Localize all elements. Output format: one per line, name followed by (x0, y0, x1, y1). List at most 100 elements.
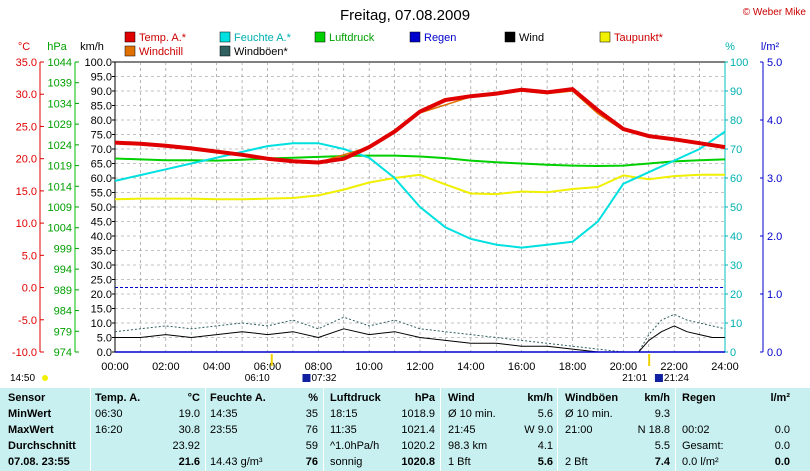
table-header-label: Windböen (565, 392, 619, 404)
table-header-label: Temp. A. (95, 392, 141, 404)
x-tick-label: 04:00 (203, 361, 231, 373)
wind-tick-label: 95.0 (91, 72, 112, 84)
table-cell-sub: 00:02 (682, 424, 710, 436)
legend-label-dewpoint: Taupunkt* (614, 32, 664, 44)
sun-marks: 06:10 07:32 21:01 21:24 14:50 (10, 354, 689, 384)
series-line-temp (114, 87, 726, 165)
table-cell-sub: 18:15 (330, 408, 358, 420)
table-separator (205, 388, 206, 471)
table-header-unit: °C (187, 392, 200, 404)
table-cell-sub: Ø 10 min. (448, 408, 496, 420)
dawn-label: 07:32 (311, 373, 336, 384)
pressure-tick-label: 1029 (48, 119, 72, 131)
table-header-label: Sensor (8, 392, 46, 404)
table-cell-value: 19.0 (178, 408, 200, 420)
table-cell-value: 1020.8 (401, 456, 435, 468)
temp-tick-label: 10.0 (16, 218, 37, 230)
wind-tick-label: 0.0 (97, 347, 112, 359)
wind-tick-label: 80.0 (91, 115, 112, 127)
legend-label-gust: Windböen* (234, 46, 289, 58)
table-cell-sub: 21:45 (448, 424, 476, 436)
table-row-label: MaxWert (8, 424, 54, 436)
table-cell-value: 59 (305, 440, 318, 452)
dusk-marker (654, 374, 663, 382)
table-cell-sub: 98.3 km (448, 440, 488, 452)
table-header-unit: % (308, 392, 318, 404)
table-header-unit: km/h (644, 392, 670, 404)
table-cell-sub: 21:00 (565, 424, 593, 436)
temp-tick-label: 25.0 (16, 121, 37, 133)
table-cell-value: W 9.0 (524, 424, 553, 436)
chart-axes: °C hPa km/h% l/m² 35.0 30.0 25.0 20.0 15.0 10.0 5.… (12, 41, 782, 373)
table-cell-value: 30.8 (178, 424, 200, 436)
table-header-label: Luftdruck (330, 392, 381, 404)
plot-area (114, 87, 726, 353)
legend-label-wind: Wind (519, 32, 544, 44)
table-separator (90, 388, 91, 471)
table-cell-value: 0.0 (774, 424, 790, 436)
legend-swatch-humidity (219, 31, 231, 43)
legend-swatch-temp (124, 31, 136, 43)
legend-label-temp: Temp. A.* (139, 32, 187, 44)
temp-tick-label: 0.0 (22, 283, 37, 295)
table-cell-value: 1018.9 (401, 408, 435, 420)
table-cell-value: 76 (305, 424, 318, 436)
temp-tick-label: 30.0 (16, 89, 37, 101)
rain-tick-label: 1.0 (767, 289, 782, 301)
table-cell-value: 76 (305, 456, 318, 468)
humidity-tick-label: 80 (730, 115, 742, 127)
table-cell-value: 1021.4 (401, 424, 435, 436)
table-row-label: Durchschnitt (8, 440, 76, 452)
table-cell-sub: Gesamt: (682, 440, 724, 452)
current-time-label: 14:50 (10, 373, 35, 384)
x-tick-label: 20:00 (610, 361, 638, 373)
temp-tick-label: 35.0 (16, 57, 37, 69)
wind-tick-label: 60.0 (91, 173, 112, 185)
humidity-tick-label: 70 (730, 144, 742, 156)
temp-tick-label: 15.0 (16, 186, 37, 198)
table-header-label: Wind (448, 392, 475, 404)
wind-tick-label: 55.0 (91, 188, 112, 200)
legend-label-rain: Regen (424, 32, 456, 44)
table-cell-value: 5.5 (654, 440, 670, 452)
table-header-unit: hPa (414, 392, 435, 404)
rain-tick-label: 2.0 (767, 231, 782, 243)
wind-tick-label: 10.0 (91, 318, 112, 330)
temp-tick-label: -10.0 (12, 347, 37, 359)
table-cell-value: 9.3 (654, 408, 670, 420)
pressure-tick-label: 984 (54, 306, 72, 318)
wind-tick-label: 100.0 (84, 57, 112, 69)
humidity-tick-label: 90 (730, 86, 742, 98)
pressure-tick-label: 1044 (48, 57, 72, 69)
rain-unit-label: l/m² (761, 41, 780, 53)
x-tick-label: 08:00 (305, 361, 333, 373)
pressure-tick-label: 1024 (48, 140, 72, 152)
humidity-tick-label: 100 (730, 57, 748, 69)
table-cell-sub: 23:55 (210, 424, 238, 436)
series-line-humidity (114, 130, 726, 249)
dawn-marker (302, 374, 311, 382)
pressure-tick-label: 994 (54, 264, 72, 276)
credit-text: © Weber Mike (743, 7, 807, 18)
wind-tick-label: 65.0 (91, 159, 112, 171)
pressure-tick-label: 1019 (48, 161, 72, 173)
sunset-label: 21:01 (622, 373, 647, 384)
rain-tick-label: 4.0 (767, 115, 782, 127)
legend-label-humidity: Feuchte A.* (234, 32, 292, 44)
legend-swatch-dewpoint (599, 31, 611, 43)
series-line-wind (115, 325, 725, 353)
table-cell-value: 35 (305, 408, 318, 420)
legend-label-windchill: Windchill (139, 46, 183, 58)
x-tick-label: 16:00 (508, 361, 536, 373)
wind-tick-label: 75.0 (91, 130, 112, 142)
humidity-tick-label: 20 (730, 289, 742, 301)
wind-unit-label: km/h (80, 41, 104, 53)
table-cell-value: 23.92 (172, 440, 200, 452)
chart-legend: Temp. A.* Feuchte A.* Luftdruck Regen Wind Ta… (124, 31, 664, 58)
humidity-tick-label: 0 (730, 347, 736, 359)
pressure-tick-label: 1004 (48, 223, 72, 235)
table-cell-sub: 1 Bft (448, 456, 471, 468)
table-cell-sub: 2 Bft (565, 456, 588, 468)
table-separator (675, 388, 676, 471)
sunrise-label: 06:10 (245, 373, 270, 384)
